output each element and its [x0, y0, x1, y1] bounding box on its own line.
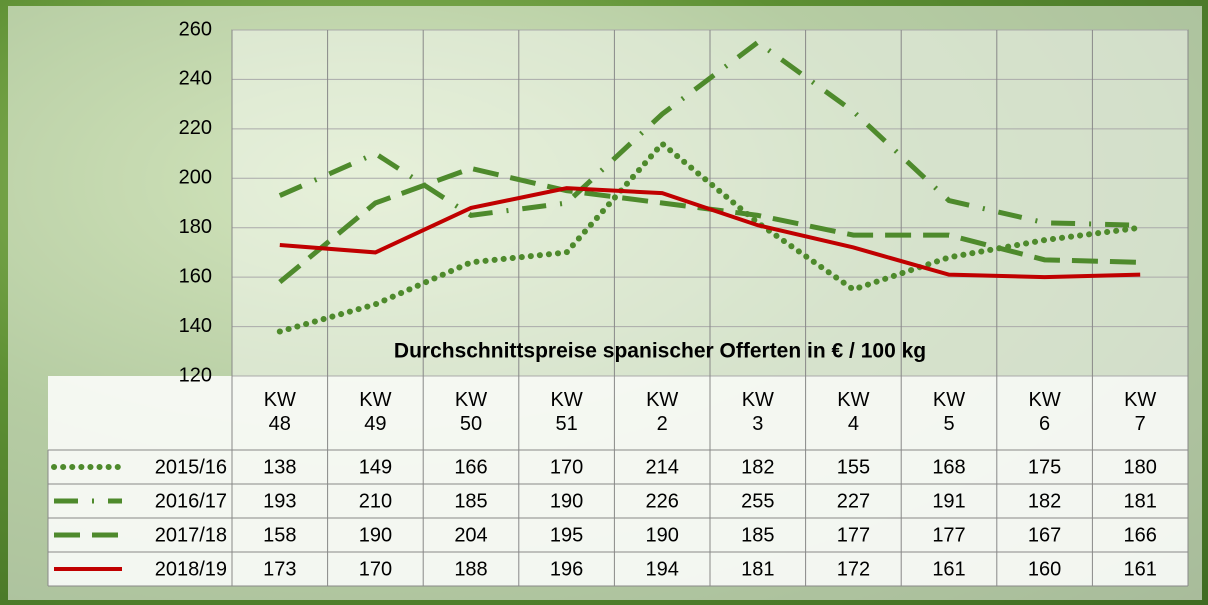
y-tick-label: 260	[179, 18, 212, 40]
x-tick-label: KW 5	[932, 389, 966, 435]
table-value: 196	[550, 558, 583, 580]
table-value: 190	[550, 490, 583, 512]
table-value: 190	[646, 524, 679, 546]
series-line	[276, 139, 1144, 335]
table-value: 155	[837, 456, 870, 478]
table-value: 175	[1028, 456, 1061, 478]
table-value: 170	[550, 456, 583, 478]
table-value: 188	[454, 558, 487, 580]
table-value: 170	[359, 558, 392, 580]
table-value: 138	[263, 456, 296, 478]
x-tick-label: KW 49	[359, 389, 392, 435]
table-value: 161	[1124, 558, 1157, 580]
table-value: 177	[837, 524, 870, 546]
x-tick-label: KW 4	[837, 389, 870, 435]
table-value: 214	[646, 456, 679, 478]
series-line	[279, 186, 1141, 280]
table-value: 191	[932, 490, 965, 512]
table-value: 181	[1124, 490, 1157, 512]
table-value: 204	[454, 524, 487, 546]
table-value: 168	[932, 456, 965, 478]
table-value: 167	[1028, 524, 1061, 546]
y-tick-label: 220	[179, 117, 212, 139]
table-value: 166	[1124, 524, 1157, 546]
table-value: 226	[646, 490, 679, 512]
table-value: 161	[932, 558, 965, 580]
x-tick-label: KW 7	[1124, 389, 1157, 435]
y-tick-label: 200	[179, 167, 212, 189]
table-value: 166	[454, 456, 487, 478]
x-tick-label: KW 2	[646, 389, 679, 435]
legend-label: 2017/18	[155, 524, 227, 546]
table-value: 181	[741, 558, 774, 580]
table-value: 173	[263, 558, 296, 580]
table-value: 158	[263, 524, 296, 546]
table-value: 193	[263, 490, 296, 512]
x-tick-label: KW 6	[1028, 389, 1061, 435]
x-tick-label: KW 3	[741, 389, 774, 435]
table-value: 182	[1028, 490, 1061, 512]
legend-label: 2018/19	[155, 558, 227, 580]
table-value: 227	[837, 490, 870, 512]
table-value: 195	[550, 524, 583, 546]
table-value: 190	[359, 524, 392, 546]
table-value: 185	[454, 490, 487, 512]
x-tick-label: KW 51	[550, 389, 583, 435]
table-area	[48, 376, 1188, 586]
table-value: 194	[646, 558, 679, 580]
y-tick-label: 160	[179, 265, 212, 287]
legend-label: 2015/16	[155, 456, 227, 478]
annotation: Durchschnittspreise spanischer Offerten …	[394, 340, 926, 363]
legend-label: 2016/17	[155, 490, 227, 512]
table-value: 160	[1028, 558, 1061, 580]
y-tick-label: 120	[179, 364, 212, 386]
table-value: 172	[837, 558, 870, 580]
table-value: 255	[741, 490, 774, 512]
table-value: 182	[741, 456, 774, 478]
y-tick-label: 240	[179, 68, 212, 90]
table-value: 180	[1124, 456, 1157, 478]
table-value: 149	[359, 456, 392, 478]
series-line	[278, 39, 1141, 228]
x-tick-label: KW 50	[454, 389, 488, 435]
y-tick-label: 180	[179, 216, 212, 238]
table-value: 185	[741, 524, 774, 546]
table-value: 177	[932, 524, 965, 546]
x-tick-label: KW 48	[263, 389, 296, 435]
table-value: 210	[359, 490, 392, 512]
y-tick-label: 140	[179, 315, 212, 337]
